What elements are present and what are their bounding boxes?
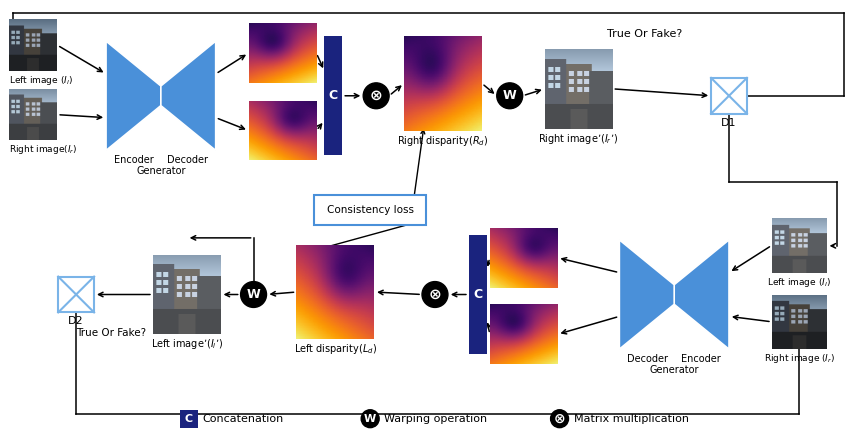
FancyBboxPatch shape [314, 195, 426, 225]
Text: W: W [364, 414, 377, 424]
Text: D2: D2 [68, 316, 84, 326]
Text: C: C [329, 89, 337, 102]
Text: C: C [473, 288, 483, 301]
Text: Left image’($I_l’$): Left image’($I_l’$) [150, 337, 223, 351]
Bar [469, 235, 487, 354]
Text: Encoder: Encoder [114, 155, 154, 165]
Polygon shape [161, 41, 216, 151]
Polygon shape [674, 240, 729, 349]
Text: Consistency loss: Consistency loss [326, 205, 414, 215]
Bar [58, 276, 94, 312]
Text: Left image ($I_l$): Left image ($I_l$) [9, 74, 73, 87]
Circle shape [422, 282, 448, 307]
Circle shape [361, 410, 379, 427]
Bar [325, 36, 343, 155]
Bar [180, 410, 198, 427]
Text: True Or Fake?: True Or Fake? [76, 328, 146, 338]
Text: Right image($I_r$): Right image($I_r$) [9, 144, 77, 157]
Text: ⊗: ⊗ [428, 287, 441, 302]
Text: Generator: Generator [649, 365, 699, 375]
Text: Left disparity($L_d$): Left disparity($L_d$) [294, 342, 377, 356]
Bar [711, 78, 747, 114]
Text: Left image ($I_l$): Left image ($I_l$) [768, 276, 831, 289]
Text: Right image ($I_r$): Right image ($I_r$) [763, 352, 835, 365]
Circle shape [496, 83, 523, 108]
Text: True Or Fake?: True Or Fake? [607, 29, 682, 39]
Circle shape [551, 410, 569, 427]
Text: D1: D1 [722, 118, 737, 128]
Polygon shape [106, 41, 161, 151]
Text: Right image’($I_r’$): Right image’($I_r’$) [538, 132, 619, 145]
Text: Concatenation: Concatenation [203, 414, 284, 424]
Text: Right disparity($R_d$): Right disparity($R_d$) [397, 134, 489, 148]
Text: Encoder: Encoder [681, 354, 721, 364]
Text: Decoder: Decoder [626, 354, 668, 364]
Text: Generator: Generator [136, 166, 185, 176]
Text: Warping operation: Warping operation [384, 414, 487, 424]
Polygon shape [620, 240, 674, 349]
Text: ⊗: ⊗ [370, 88, 382, 103]
Text: Decoder: Decoder [167, 155, 208, 165]
Circle shape [363, 83, 389, 108]
Text: W: W [246, 288, 260, 301]
Text: ⊗: ⊗ [553, 412, 565, 426]
Circle shape [241, 282, 267, 307]
Text: W: W [503, 89, 517, 102]
Text: C: C [184, 414, 193, 424]
Text: Matrix multiplication: Matrix multiplication [574, 414, 688, 424]
